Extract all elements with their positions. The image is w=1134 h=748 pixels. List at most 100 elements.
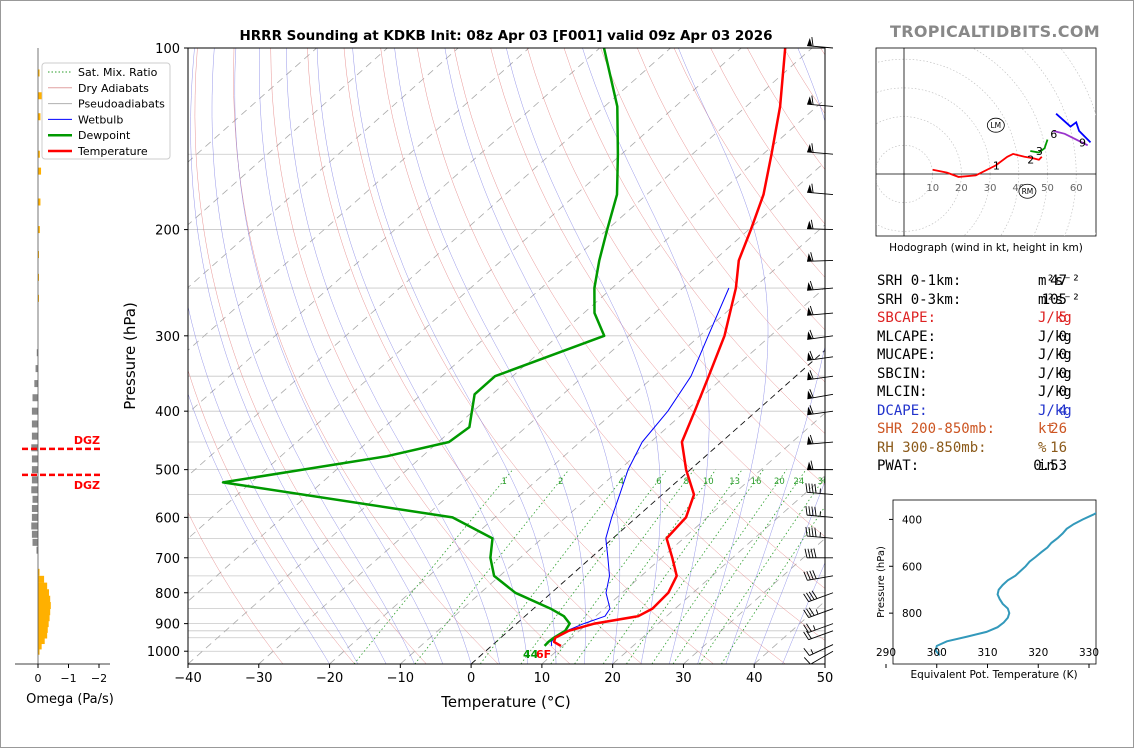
parameter-unit: % [1038, 439, 1047, 456]
brand-watermark: TROPICALTIDBITS.COM [890, 22, 1100, 41]
omega-bar [31, 513, 38, 521]
omega-tick-label: 0 [35, 672, 42, 685]
mixing-ratio-line [672, 469, 807, 664]
dry-adiabat-line [343, 48, 714, 664]
omega-bar [32, 538, 38, 546]
parameter-row: SRH 0-1km: 47 m²s⁻² [877, 272, 1097, 291]
parameter-label: MLCIN: [877, 384, 928, 400]
omega-bar [32, 495, 38, 503]
wind-barb-half-feather [813, 625, 816, 631]
omega-bar [38, 647, 40, 655]
pseudoadiabat-line [725, 48, 825, 664]
omega-bar [38, 568, 40, 576]
parameter-value: 26 [1050, 421, 1067, 437]
mixing-ratio-label: 8 [684, 477, 689, 487]
wind-barb-feather [809, 405, 814, 415]
wind-barb-feather [803, 609, 809, 618]
y-tick-label: 1000 [147, 645, 180, 660]
omega-bar [38, 642, 42, 650]
dry-adiabat-line [307, 48, 642, 664]
omega-bar [31, 407, 38, 415]
wind-barb-feather [810, 548, 814, 558]
parameter-unit: kt [1038, 421, 1055, 437]
wind-barb-feather [803, 647, 810, 656]
isotherm-line [188, 48, 601, 414]
wind-barb-shaft [807, 191, 834, 196]
omega-bar [31, 505, 38, 513]
pseudoadiabat-line [286, 48, 500, 664]
parameter-unit: J/kg [1038, 365, 1072, 382]
wind-barb-shaft [807, 575, 834, 581]
omega-bar [38, 92, 42, 100]
parameter-row: MLCIN: 0 J/kg [877, 383, 1097, 402]
parameter-unit: J/kg [1038, 347, 1072, 363]
dry-adiabat-line [490, 48, 825, 538]
hodograph-panel: 10 20 30 40 50 60 1 236 9 LM RM Hodograph (wind in … [875, 47, 1097, 254]
omega-bar [38, 575, 45, 583]
x-tick-label: 40 [746, 671, 763, 686]
omega-bar [31, 530, 38, 538]
legend-label: Sat. Mix. Ratio [78, 66, 158, 79]
dry-adiabat-line [233, 48, 499, 664]
legend: Sat. Mix. Ratio Dry Adiabats Pseudoadiabat… [41, 62, 171, 160]
wind-barb-shaft [807, 312, 834, 316]
wind-barb-feather [809, 370, 814, 380]
parameter-unit: m²s⁻² [1038, 291, 1081, 308]
parameter-value: 0 [1058, 365, 1067, 382]
mixing-ratio-line [651, 469, 788, 664]
mixing-ratio-label: 6 [656, 477, 661, 487]
omega-bar [31, 420, 38, 428]
wind-barb-feather [803, 624, 809, 633]
wind-barb-feather [811, 590, 818, 599]
omega-bar [38, 602, 51, 610]
pseudoadiabat-line [316, 48, 528, 664]
x-tick-label: 10 [534, 671, 551, 686]
wind-barb-flag [807, 461, 812, 470]
wind-barb-flag [807, 331, 813, 340]
omega-bar [31, 432, 38, 440]
parameter-label: MUCAPE: [877, 347, 937, 363]
parameter-row: DCAPE: 4 J/kg [877, 402, 1097, 421]
y-tick-label: 500 [155, 464, 180, 479]
legend-label: Dewpoint [78, 129, 131, 142]
mixing-ratio-line [602, 469, 743, 664]
mixing-ratio-line [550, 469, 695, 664]
wind-barb-feather [811, 527, 814, 537]
wind-barb-feather [805, 505, 808, 516]
theta-e-panel: 290 300 310 320 330 400 600 800 Pressure (hPa) Eq… [876, 499, 1099, 681]
omega-bar [34, 380, 38, 388]
theta-e-x-tick-label: 310 [977, 647, 997, 659]
parameter-row: SBCIN: 0 J/kg [877, 365, 1097, 384]
mixing-ratio-line [479, 469, 630, 664]
parameter-label: SRH 0-1km: [877, 273, 962, 289]
pseudoadiabat-line [753, 480, 825, 664]
wetbulb-line [550, 287, 730, 646]
pseudoadiabat-line [352, 48, 557, 664]
parameter-unit: J/kg [1038, 310, 1072, 326]
wind-barb-shaft [808, 592, 834, 603]
omega-bar [38, 226, 40, 234]
omega-bar [31, 476, 38, 484]
theta-e-box [892, 499, 1097, 665]
wind-barb-feather [803, 571, 808, 581]
y-tick-label: 800 [155, 587, 180, 602]
temperature-line [552, 48, 787, 647]
x-tick-label: −20 [316, 671, 343, 686]
omega-bar [38, 273, 39, 281]
mixing-ratio-label: 30 [818, 477, 829, 487]
parameter-row: MUCAPE: 0 J/kg [877, 346, 1097, 365]
dry-adiabat-line [637, 48, 825, 331]
pseudoadiabat-line [234, 48, 444, 664]
hodograph-height-label: 9 [1079, 136, 1086, 149]
wind-barb-feather [811, 37, 814, 47]
x-tick-label: −40 [174, 671, 201, 686]
hodograph-height-label: 2 [1027, 154, 1034, 167]
parameters-table: SRH 0-1km: 47 m²s⁻² SRH 0-3km: 105 m²s⁻² SBCAP… [877, 272, 1097, 476]
wind-barb-feather [806, 571, 811, 581]
dry-adiabat-line [270, 48, 571, 664]
mixing-ratio-label: 24 [793, 477, 804, 487]
mixing-ratio-label: 2 [558, 477, 563, 487]
surface-label-dewpoint: 44 [523, 648, 539, 661]
wind-barb-feather [811, 95, 814, 105]
